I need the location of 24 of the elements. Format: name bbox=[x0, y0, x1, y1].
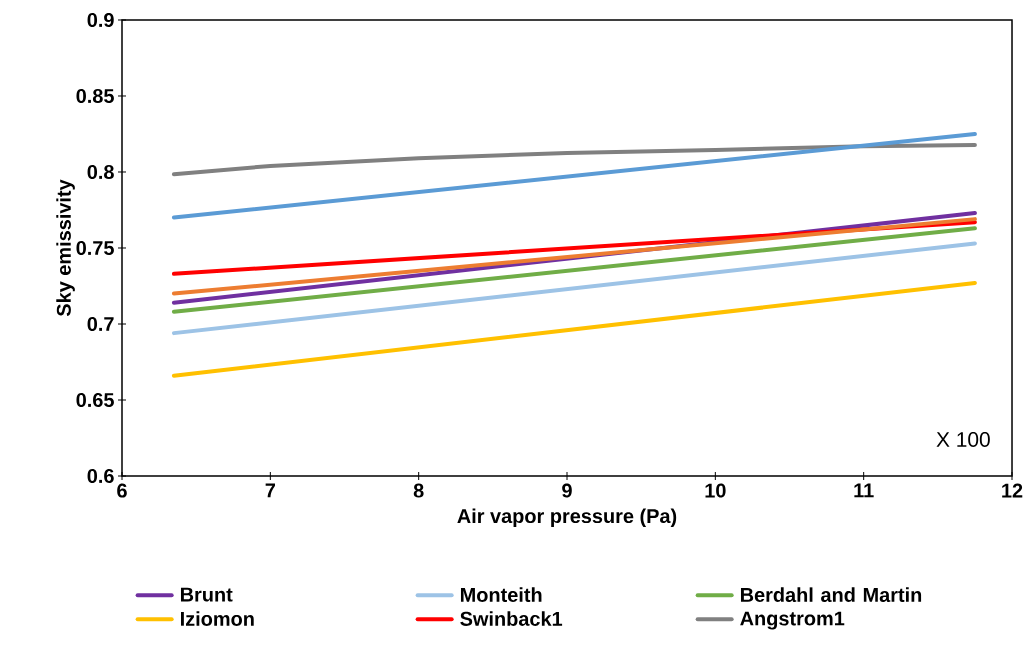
legend-label: Swinback1 bbox=[460, 611, 563, 626]
y-tick-label: 0.9 bbox=[87, 12, 114, 28]
x-tick-label: 6 bbox=[117, 483, 127, 498]
x-tick-label: 8 bbox=[413, 483, 424, 498]
y-axis-title: Sky emissivity bbox=[56, 179, 75, 317]
x-tick-label: 7 bbox=[265, 483, 275, 498]
legend-label: Iziomon bbox=[180, 611, 254, 626]
x-tick-label: 12 bbox=[1002, 483, 1023, 498]
y-tick-label: 0.6 bbox=[87, 468, 114, 484]
x-tick-label: 9 bbox=[562, 483, 572, 498]
x-tick-label: 11 bbox=[854, 483, 874, 498]
y-tick-label: 0.7 bbox=[87, 316, 114, 332]
legend-label: Monteith bbox=[460, 587, 542, 602]
x-axis-title: Air vapor pressure (Pa) bbox=[457, 508, 677, 528]
y-tick-label: 0.85 bbox=[76, 88, 114, 104]
line-series bbox=[171, 142, 977, 177]
legend-label: Berdahl and Martin bbox=[740, 587, 922, 602]
y-tick-label: 0.65 bbox=[76, 392, 114, 408]
x-tick-label: 10 bbox=[705, 483, 726, 498]
legend-label: Brunt bbox=[180, 587, 233, 602]
annotation: X 100 bbox=[936, 432, 990, 447]
legend-label: Angstrom1 bbox=[740, 611, 845, 630]
y-tick-label: 0.75 bbox=[76, 240, 114, 256]
y-tick-label: 0.8 bbox=[87, 164, 114, 180]
